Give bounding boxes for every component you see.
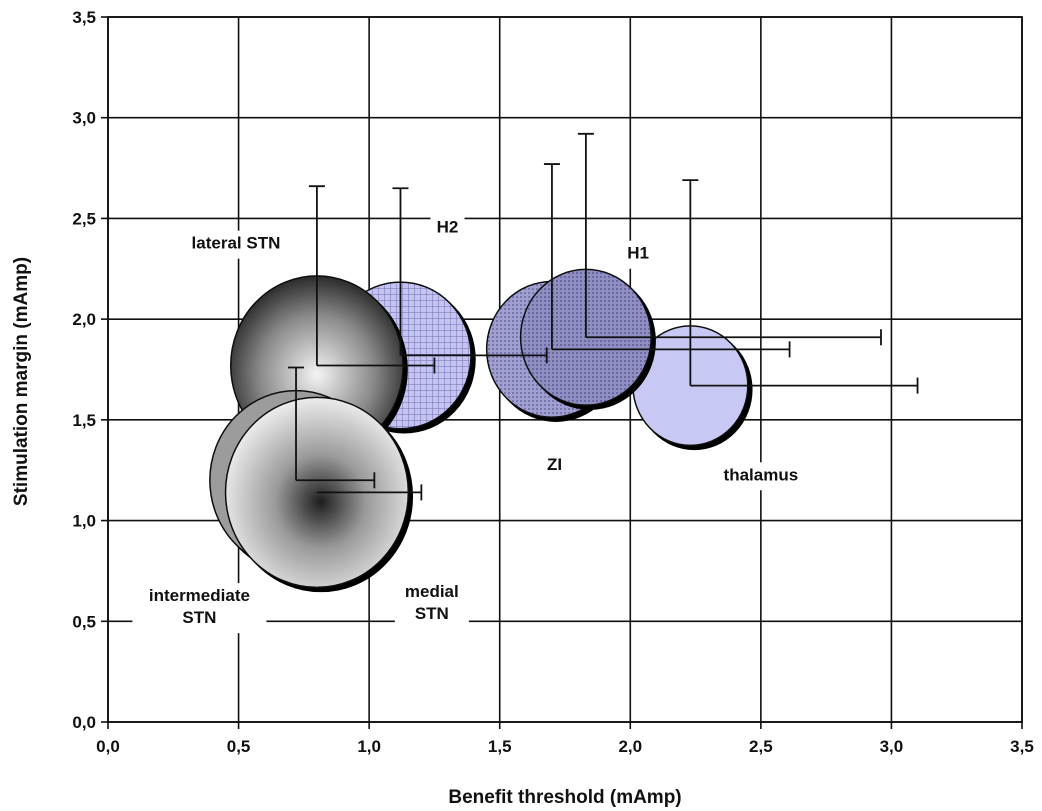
label-background xyxy=(537,452,572,481)
tick-labels: 0,0 0,5 1,0 1,5 2,0 2,5 3,0 3,5 0,0 0,5 1,0 1,5 2,0 2… xyxy=(72,8,1033,756)
bubble-label-thalamus: thalamus xyxy=(724,465,799,484)
y-tick-label: 3,0 xyxy=(72,109,96,128)
y-tick-label: 2,5 xyxy=(72,209,96,228)
label-background xyxy=(430,214,465,243)
error-bars xyxy=(288,132,919,501)
bubble-label-line: H1 xyxy=(627,244,649,263)
bubble-label-line: thalamus xyxy=(724,465,799,484)
label-background xyxy=(713,462,808,491)
x-tick-label: 0,5 xyxy=(227,737,251,756)
label-background xyxy=(394,579,469,630)
y-axis-title: Stimulation margin (mAmp) xyxy=(11,257,32,506)
x-tick-label: 1,5 xyxy=(488,737,512,756)
bubbles xyxy=(209,268,749,589)
bubble-label-line: intermediate xyxy=(149,586,250,605)
y-tick-label: 2,0 xyxy=(72,310,96,329)
label-background xyxy=(132,583,267,634)
bubble-label-lateral-stn: lateral STN xyxy=(192,234,281,253)
x-tick-label: 3,5 xyxy=(1010,737,1034,756)
x-tick-label: 1,0 xyxy=(357,737,381,756)
bubble-labels: lateral STN H2 H1 ZI thalamus intermediate STN… xyxy=(132,214,808,634)
bubble-label-line: medial xyxy=(405,582,459,601)
y-tick-label: 1,5 xyxy=(72,411,96,430)
bubble-label-h1: H1 xyxy=(627,244,649,263)
label-background xyxy=(621,240,656,269)
bubble-label-line: STN xyxy=(415,604,449,623)
x-axis-title: Benefit threshold (mAmp) xyxy=(448,787,681,808)
bubble-label-medial-stn: medial STN xyxy=(405,582,459,623)
bubble-label-zi: ZI xyxy=(547,455,562,474)
x-tick-label: 2,5 xyxy=(749,737,773,756)
bubble-label-line: H2 xyxy=(437,218,459,237)
bubble-label-line: ZI xyxy=(547,455,562,474)
bubble-label-intermediate-stn: intermediate STN xyxy=(149,586,250,627)
bubble-label-line: STN xyxy=(182,608,216,627)
label-background xyxy=(173,230,298,259)
x-tick-label: 2,0 xyxy=(618,737,642,756)
x-tick-label: 0,0 xyxy=(96,737,120,756)
x-tick-label: 3,0 xyxy=(880,737,904,756)
y-tick-label: 1,0 xyxy=(72,512,96,531)
bubble-label-line: lateral STN xyxy=(192,234,281,253)
plot-frame xyxy=(107,16,1023,723)
bubble-label-h2: H2 xyxy=(437,218,459,237)
y-tick-label: 3,5 xyxy=(72,8,96,27)
y-tick-label: 0,0 xyxy=(72,713,96,732)
y-tick-label: 0,5 xyxy=(72,612,96,631)
